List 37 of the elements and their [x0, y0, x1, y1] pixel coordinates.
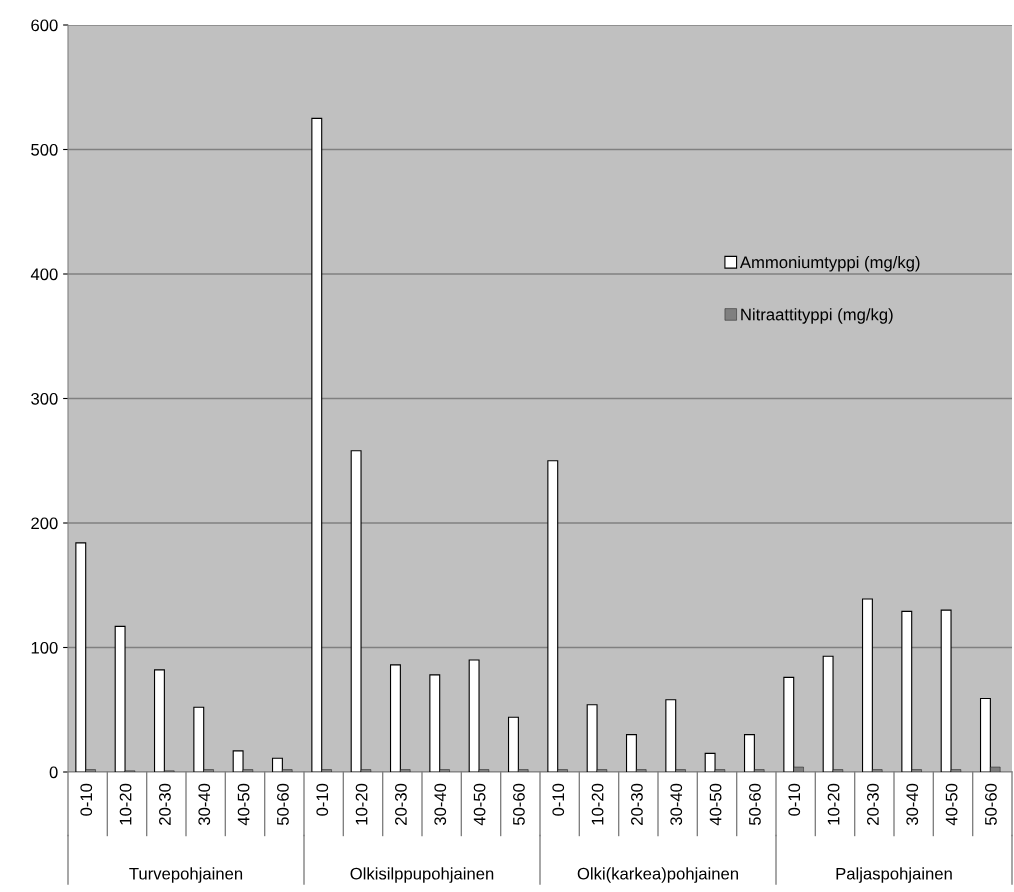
y-tick-label: 0	[49, 766, 58, 779]
x-tick-label: 50-60	[277, 783, 289, 826]
x-tick-label: 30-40	[670, 783, 683, 826]
x-tick-label: 20-30	[867, 783, 879, 825]
x-tick-label: 0-10	[788, 783, 801, 816]
text: Turvepohjainen	[129, 867, 243, 883]
x-tick-label: 40-50	[473, 783, 486, 826]
x-tick-label: 20-30	[631, 783, 643, 825]
x-tick-label: 20-30	[395, 783, 407, 825]
x-tick-label: 10-20	[591, 783, 604, 825]
x-tick-label: 40-50	[945, 783, 958, 826]
y-tick-label: 600	[31, 19, 58, 32]
x-tick-label: 50-60	[513, 783, 525, 826]
x-tick-label: 40-50	[237, 783, 250, 826]
text: Olkisilppupohjainen	[350, 867, 494, 883]
x-tick-label: 30-40	[906, 783, 919, 826]
y-tick-label: 100	[31, 641, 58, 654]
x-tick-label: 40-50	[709, 783, 722, 826]
x-tick-label: 30-40	[198, 783, 211, 826]
x-tick-label: 50-60	[749, 783, 761, 826]
x-tick-label: 20-30	[159, 783, 171, 825]
x-tick-label: 30-40	[434, 783, 447, 826]
y-tick-label: 300	[31, 392, 58, 405]
y-tick-label: 500	[31, 143, 58, 156]
x-tick-label: 0-10	[552, 783, 565, 816]
text: Paljaspohjainen	[836, 867, 952, 883]
y-tick-label: 200	[31, 517, 58, 530]
x-tick-label: 10-20	[355, 783, 368, 825]
x-tick-label: 0-10	[80, 783, 93, 816]
text: Olki(karkea)pohjainen	[577, 867, 738, 883]
x-tick-label: 0-10	[316, 783, 329, 816]
x-tick-label: 50-60	[985, 783, 997, 826]
legend-label: Nitraattityppi (mg/kg)	[741, 308, 893, 324]
x-tick-label: 10-20	[119, 783, 132, 825]
x-tick-label: 10-20	[827, 783, 840, 825]
legend-label: Ammoniumtyppi (mg/kg)	[739, 256, 920, 272]
y-tick-label: 400	[30, 268, 58, 281]
